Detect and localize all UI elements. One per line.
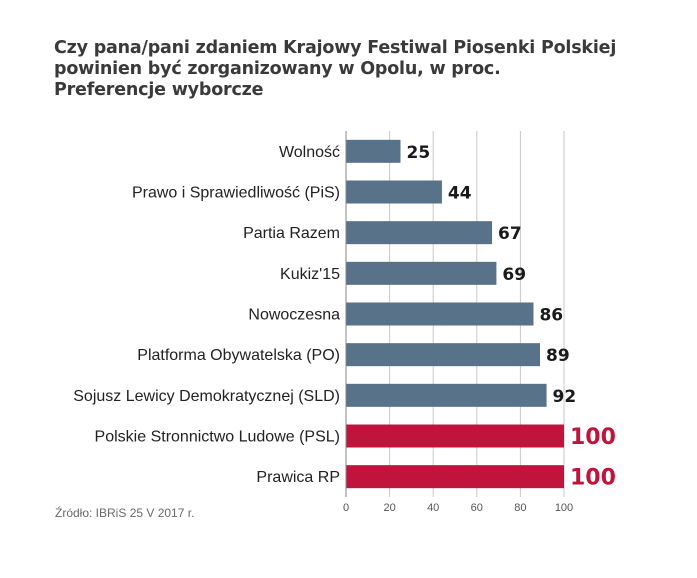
chart-title: Czy pana/pani zdaniem Krajowy Festiwal P… xyxy=(54,38,674,101)
source-note: Źródło: IBRiS 25 V 2017 r. xyxy=(55,506,195,520)
x-tick-label-2: 40 xyxy=(427,502,439,514)
category-label-1: Prawo i Sprawiedliwość (PiS) xyxy=(132,185,340,202)
bar-1 xyxy=(346,180,442,204)
category-label-3: Kukiz'15 xyxy=(280,266,340,283)
x-tick-label-1: 20 xyxy=(383,502,395,514)
x-tick-label-4: 80 xyxy=(514,502,526,514)
value-label-3: 69 xyxy=(502,265,526,285)
title-line-3: Preferencje wyborcze xyxy=(54,80,264,100)
category-label-6: Sojusz Lewicy Demokratycznej (SLD) xyxy=(73,388,340,405)
value-label-5: 89 xyxy=(546,346,570,366)
value-label-4: 86 xyxy=(539,306,563,326)
x-tick-label-5: 100 xyxy=(555,502,573,514)
value-label-1: 44 xyxy=(448,184,472,204)
bar-3 xyxy=(346,261,497,285)
bar-8 xyxy=(346,465,564,489)
value-label-2: 67 xyxy=(498,224,522,244)
title-line-1: Czy pana/pani zdaniem Krajowy Festiwal P… xyxy=(54,38,617,58)
value-label-8: 100 xyxy=(570,466,616,491)
x-tick-label-3: 60 xyxy=(471,502,483,514)
value-label-6: 92 xyxy=(553,387,577,407)
category-label-4: Nowoczesna xyxy=(248,307,340,324)
value-label-7: 100 xyxy=(570,425,616,450)
category-label-5: Platforma Obywatelska (PO) xyxy=(137,347,340,364)
bar-7 xyxy=(346,424,564,448)
x-tick-label-0: 0 xyxy=(343,502,349,514)
bar-5 xyxy=(346,343,541,367)
bar-0 xyxy=(346,139,401,163)
category-label-8: Prawica RP xyxy=(256,469,340,486)
bar-2 xyxy=(346,221,493,245)
bar-6 xyxy=(346,383,547,407)
category-label-0: Wolność xyxy=(279,144,340,161)
bar-4 xyxy=(346,302,534,326)
title-line-2: powinien być zorganizowany w Opolu, w pr… xyxy=(54,59,501,79)
category-label-2: Partia Razem xyxy=(243,225,340,242)
value-label-0: 25 xyxy=(407,143,431,163)
category-label-7: Polskie Stronnictwo Ludowe (PSL) xyxy=(95,429,340,446)
